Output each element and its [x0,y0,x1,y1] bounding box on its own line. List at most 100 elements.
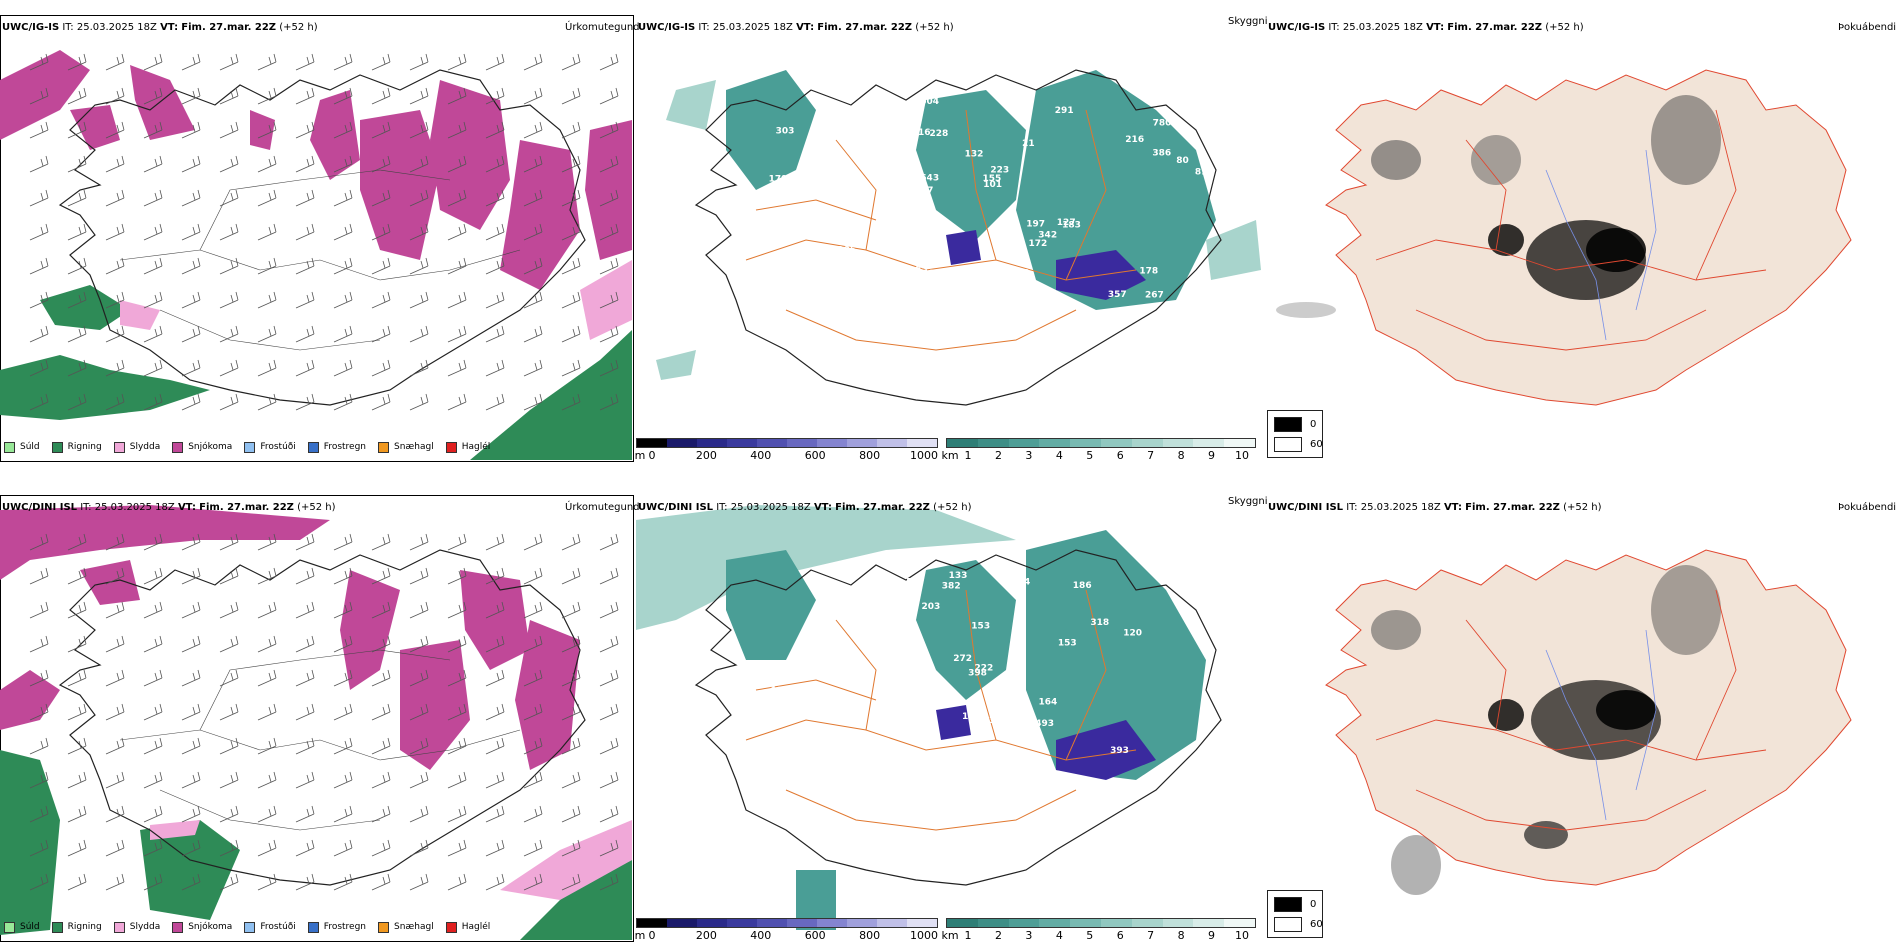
fog-title-top: UWC/IG-IS IT: 25.03.2025 18Z VT: Fim. 27… [1268,22,1584,33]
wind-barb [371,703,391,721]
wind-barbs [29,533,619,891]
very-low-vis-area [946,230,981,265]
fog-panel-top: UWC/IG-IS IT: 25.03.2025 18Z VT: Fim. 27… [1266,10,1900,462]
legend-label: Snjókoma [188,442,233,452]
fog-blob [1471,135,1521,185]
wind-barb [257,155,277,173]
wind-barb [333,533,353,551]
wind-barb [409,567,429,585]
low-vis-area [726,70,816,190]
wind-barb [29,635,49,653]
wind-barb [523,601,543,619]
wind-barb [105,873,125,891]
wind-barb [599,703,619,721]
wind-barb [599,635,619,653]
wind-barb [181,737,201,755]
visibility-label: 222 [975,663,994,673]
wind-barb [295,155,315,173]
wind-barb [561,805,581,823]
wind-barb [67,533,87,551]
wind-barb [409,291,429,309]
wind-barb [219,393,239,411]
wind-barb [295,873,315,891]
wind-barb [29,121,49,139]
wind-barb [333,601,353,619]
wind-barb [143,669,163,687]
wind-barb [181,291,201,309]
wind-barb [257,121,277,139]
wind-barb [29,805,49,823]
wind-barb [29,87,49,105]
wind-barb [29,669,49,687]
low-vis-area [726,550,816,660]
wind-barb [295,839,315,857]
fog-panel-bottom: UWC/DINI ISL IT: 25.03.2025 18Z VT: Fim.… [1266,490,1900,942]
wind-barb [485,635,505,653]
snow-area [585,120,632,260]
colorbar-m-ticks: m 0 200 400 600 800 1000 [635,448,938,462]
visibility-title-top: UWC/IG-IS IT: 25.03.2025 18Z VT: Fim. 27… [638,22,954,33]
wind-barb [181,155,201,173]
wind-barb [257,393,277,411]
snow-area [70,105,120,150]
colorbar-m: m 0 200 400 600 800 1000 [635,438,938,462]
wind-barb [409,325,429,343]
wind-barb [105,87,125,105]
visibility-labels: 244 186 372 318 123 145 278 286 120 153 184 133 493 3… [740,571,1142,791]
visibility-label: 127 [1057,218,1076,228]
fog-area [1206,220,1261,280]
wind-barb [29,533,49,551]
colorbar-tick: 600 [804,929,826,942]
wind-barb [257,189,277,207]
visibility-map-top: 267 179 780 305 21 123 16 132 149 143 212 222 228 223… [656,69,1261,406]
legend-item-sudd: Súld [4,921,40,933]
visibility-label: 267 [1145,290,1164,300]
visibility-label: 427 [915,186,934,196]
wind-barb [143,839,163,857]
wind-barb [67,567,87,585]
visibility-label: 123 [791,294,810,304]
wind-barb [219,291,239,309]
wind-barb [295,737,315,755]
wind-barb [561,87,581,105]
wind-barb [485,87,505,105]
wind-barb [485,291,505,309]
legend-label: Snæhagl [394,922,434,932]
visibility-label: 155 [983,174,1002,184]
fog-map-bottom [1325,549,1852,895]
wind-barb [409,121,429,139]
rain-area [0,355,210,420]
visibility-label: 177 [897,747,916,757]
wind-barb [561,325,581,343]
wind-barb [599,533,619,551]
wind-barb [67,703,87,721]
wind-barb [143,121,163,139]
wind-barb [105,121,125,139]
wind-barb [447,567,467,585]
wind-barb [181,121,201,139]
wind-barb [105,53,125,71]
colorbar-unit: km [941,929,959,942]
legend-swatch [51,441,63,453]
wind-barb [181,669,201,687]
wind-barb [447,325,467,343]
iceland-outline [694,549,1222,886]
legend-item-frostudi: Frostúði [244,441,296,453]
wind-barb [561,223,581,241]
wind-barb [561,53,581,71]
wind-barb [105,257,125,275]
wind-barb [599,291,619,309]
wind-barb [295,87,315,105]
wind-barb [561,359,581,377]
snow-area [310,90,360,180]
visibility-label: 138 [923,269,942,279]
wind-barb [599,737,619,755]
visibility-label: 157 [754,295,773,305]
wind-barb [257,359,277,377]
wind-barb [333,669,353,687]
wind-barb [561,393,581,411]
fog-legend-top: 0 60 [1267,410,1323,458]
wind-barb [105,223,125,241]
wind-barb [485,223,505,241]
wind-barb [67,359,87,377]
